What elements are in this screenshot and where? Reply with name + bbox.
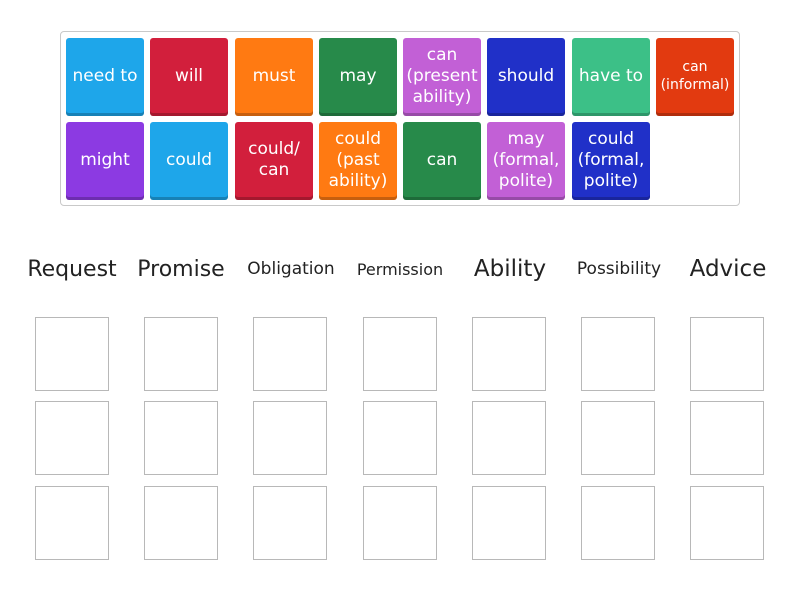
drop-slot-ability-2[interactable] [472, 401, 546, 475]
drop-slot-advice-3[interactable] [690, 486, 764, 560]
drop-slot-request-1[interactable] [35, 317, 109, 391]
drop-slot-obligation-2[interactable] [253, 401, 327, 475]
tile-must[interactable]: must [235, 38, 313, 116]
drop-slot-permission-2[interactable] [363, 401, 437, 475]
drop-slot-promise-2[interactable] [144, 401, 218, 475]
tile-could-past-ability[interactable]: could (past ability) [319, 122, 397, 200]
category-heading-ability: Ability [473, 256, 547, 282]
drop-slot-request-2[interactable] [35, 401, 109, 475]
tile-could-can[interactable]: could/ can [235, 122, 313, 200]
drop-slot-ability-3[interactable] [472, 486, 546, 560]
tile-could-formal-polite[interactable]: could (formal, polite) [572, 122, 650, 200]
drop-slot-obligation-3[interactable] [253, 486, 327, 560]
drop-slot-permission-3[interactable] [363, 486, 437, 560]
drop-slot-obligation-1[interactable] [253, 317, 327, 391]
drop-slot-promise-3[interactable] [144, 486, 218, 560]
tile-should[interactable]: should [487, 38, 565, 116]
drop-slot-possibility-3[interactable] [581, 486, 655, 560]
drop-slot-permission-1[interactable] [363, 317, 437, 391]
drop-slot-promise-1[interactable] [144, 317, 218, 391]
tile-may-formal-polite[interactable]: may (formal, polite) [487, 122, 565, 200]
tile-can-present-ability[interactable]: can (present ability) [403, 38, 481, 116]
drop-slot-request-3[interactable] [35, 486, 109, 560]
drop-slot-advice-1[interactable] [690, 317, 764, 391]
tile-could[interactable]: could [150, 122, 228, 200]
drop-slot-ability-1[interactable] [472, 317, 546, 391]
tile-may[interactable]: may [319, 38, 397, 116]
drop-slot-possibility-1[interactable] [581, 317, 655, 391]
tile-need-to[interactable]: need to [66, 38, 144, 116]
category-heading-advice: Advice [689, 256, 767, 282]
category-heading-possibility: Possibility [576, 259, 662, 279]
category-heading-promise: Promise [137, 256, 225, 282]
tile-might[interactable]: might [66, 122, 144, 200]
category-heading-request: Request [27, 256, 117, 282]
word-tile-tray: need to will must may can (present abili… [60, 31, 740, 206]
drop-slot-possibility-2[interactable] [581, 401, 655, 475]
tile-will[interactable]: will [150, 38, 228, 116]
tile-can-informal[interactable]: can (informal) [656, 38, 734, 116]
category-heading-permission: Permission [356, 259, 444, 279]
tile-can[interactable]: can [403, 122, 481, 200]
tile-have-to[interactable]: have to [572, 38, 650, 116]
category-heading-obligation: Obligation [247, 259, 335, 279]
drop-slot-advice-2[interactable] [690, 401, 764, 475]
